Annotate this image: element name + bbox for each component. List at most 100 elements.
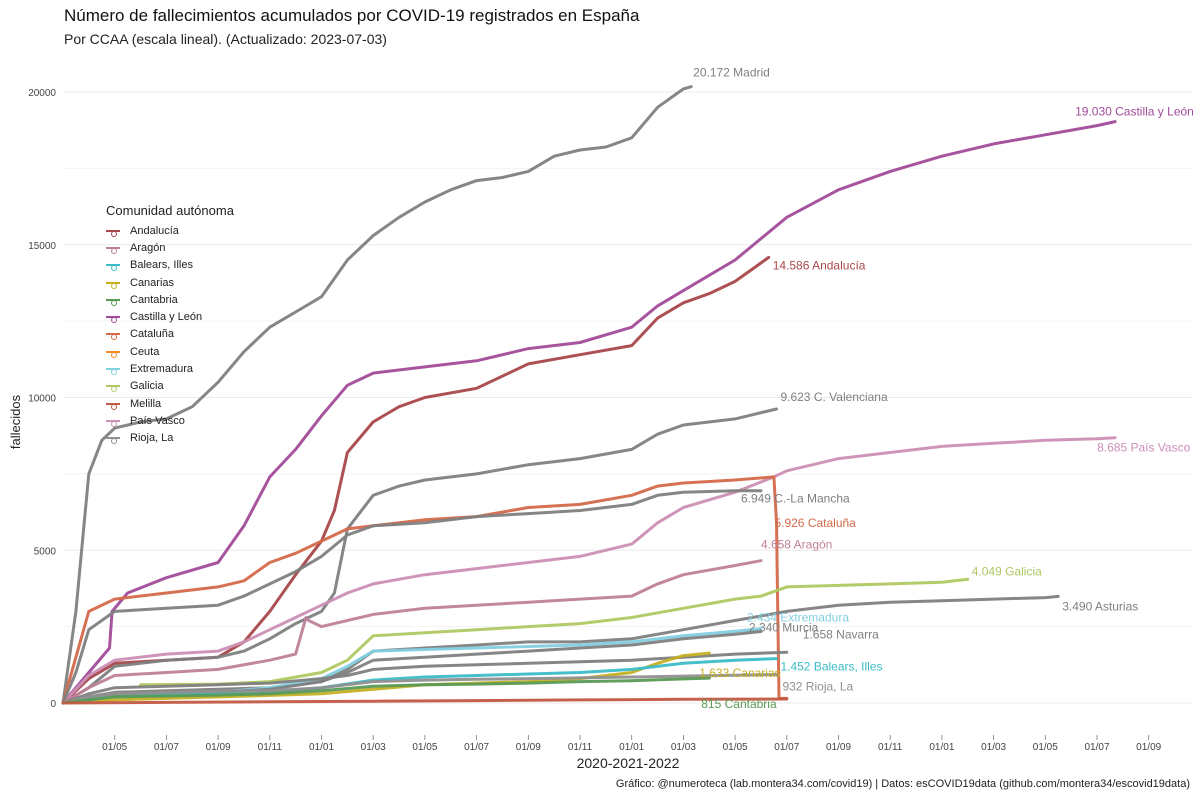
x-tick-label: 01/01 [929,742,954,753]
x-tick-label: 01/05 [412,742,437,753]
end-label: 3.490 Asturias [1062,599,1138,613]
y-tick-label: 15000 [28,241,56,252]
end-label: 4.658 Aragón [761,538,832,552]
x-tick-label: 01/05 [1033,742,1058,753]
series-line-rioja-la [61,673,778,705]
end-label: 6.949 C.-La Mancha [741,492,850,506]
legend-key-icon [106,416,120,427]
series-line-castilla-y-le-n [61,120,1117,705]
x-tick-label: 01/07 [1084,742,1109,753]
x-tick-label: 01/09 [1136,742,1161,753]
series-line-c-valenciana [61,407,778,705]
legend-item: Galicia [106,378,234,395]
x-tick-label: 01/11 [878,742,903,753]
legend-item: Balears, Illes [106,257,234,274]
x-tick-label: 01/07 [154,742,179,753]
x-tick-label: 01/07 [464,742,489,753]
series-line-navarra [61,650,789,705]
gridlines [64,91,1192,704]
legend-item: Melilla [106,395,234,412]
end-label: 2.340 Murcia [749,621,819,635]
legend-key-icon [106,278,120,289]
legend-item: Canarias [106,274,234,291]
end-label: 5.926 Cataluña [774,516,856,530]
x-axis-label: 2020-2021-2022 [577,755,680,771]
y-tick-label: 20000 [28,88,56,99]
end-label: 4.049 Galicia [972,564,1042,578]
x-tick-label: 01/09 [516,742,541,753]
legend-item: Ceuta [106,343,234,360]
end-labels: 20.172 Madrid 19.030 Castilla y León 14.58… [693,66,1194,711]
x-tick-label: 01/11 [568,742,593,753]
chart-title: Número de fallecimientos acumulados por … [64,6,640,25]
end-label: 9.623 C. Valenciana [780,390,888,404]
legend-key-icon [106,243,120,254]
series-line-catalu-a [61,475,789,705]
x-tick-label: 01/03 [981,742,1006,753]
legend-key-icon [106,433,120,445]
legend-label: Extremadura [130,363,193,376]
end-label: 1.452 Balears, Illes [780,660,882,674]
legend-item: Extremadura [106,360,234,377]
series-line-galicia [139,577,970,687]
legend-item: Andalucía [106,222,234,239]
x-axis-ticks: 01/05 01/07 01/09 01/11 01/01 01/03 01/05 01/07… [102,735,1162,753]
legend-label: País Vasco [130,414,185,427]
legend-item: Castilla y León [106,308,234,325]
legend-label: Castilla y León [130,311,203,324]
legend-item: Cantabria [106,291,234,308]
chart-caption: Gráfico: @numeroteca (lab.montera34.com/… [615,778,1190,790]
legend-label: Andalucía [130,224,179,237]
legend-label: Aragón [130,241,166,254]
legend-item: Rioja, La [106,430,234,447]
end-label: 1.633 Canarias [699,666,780,680]
x-tick-label: 01/05 [102,742,127,753]
legend-items: Andalucía Aragón Balears, Illes Canarias Can… [106,222,234,447]
x-tick-label: 01/05 [723,742,748,753]
legend-label: Galicia [130,380,164,393]
y-axis-ticks: 0 5000 10000 15000 20000 [28,88,56,710]
legend-title: Comunidad autónoma [106,203,234,218]
chart-subtitle: Por CCAA (escala lineal). (Actualizado: … [64,31,387,47]
x-tick-label: 01/11 [258,742,283,753]
end-label: 8.685 País Vasco [1097,441,1190,455]
series-line-cantabria [61,676,711,705]
series-line-melilla [61,697,789,705]
end-label: 2.434 Extremadura [747,611,849,625]
end-label: 20.172 Madrid [693,66,770,80]
series-line-madrid [61,85,693,705]
legend-key-icon [106,399,120,410]
legend: Comunidad autónoma Andalucía Aragón Balear… [106,203,234,447]
legend-label: Cataluña [130,328,175,341]
legend-item: Cataluña [106,326,234,343]
x-tick-label: 01/03 [361,742,386,753]
series-lines [61,85,1117,705]
legend-key-icon [106,364,120,376]
x-tick-label: 01/03 [671,742,696,753]
series-line-murcia [61,630,763,705]
series-line-asturias [61,594,1060,705]
legend-label: Rioja, La [130,432,174,445]
y-tick-label: 0 [50,699,56,710]
x-tick-label: 01/07 [774,742,799,753]
legend-label: Balears, Illes [130,259,193,272]
legend-key-icon [106,260,120,272]
x-tick-label: 01/01 [619,742,644,753]
legend-key-icon [106,329,120,341]
end-label: 19.030 Castilla y León [1075,105,1194,119]
legend-label: Ceuta [130,345,160,358]
y-tick-label: 10000 [28,394,56,405]
legend-label: Melilla [130,397,162,410]
legend-item: Aragón [106,239,234,256]
y-tick-label: 5000 [34,546,57,557]
end-label: 1.658 Navarra [803,627,879,641]
series-line-arag-n [61,559,763,705]
y-axis-label: fallecidos [8,394,23,449]
end-label: 932 Rioja, La [782,680,853,694]
x-tick-label: 01/01 [309,742,334,753]
series-line-pa-s-vasco [61,436,1117,705]
legend-key-icon [106,295,120,306]
legend-key-icon [106,347,120,358]
legend-item: País Vasco [106,412,234,429]
